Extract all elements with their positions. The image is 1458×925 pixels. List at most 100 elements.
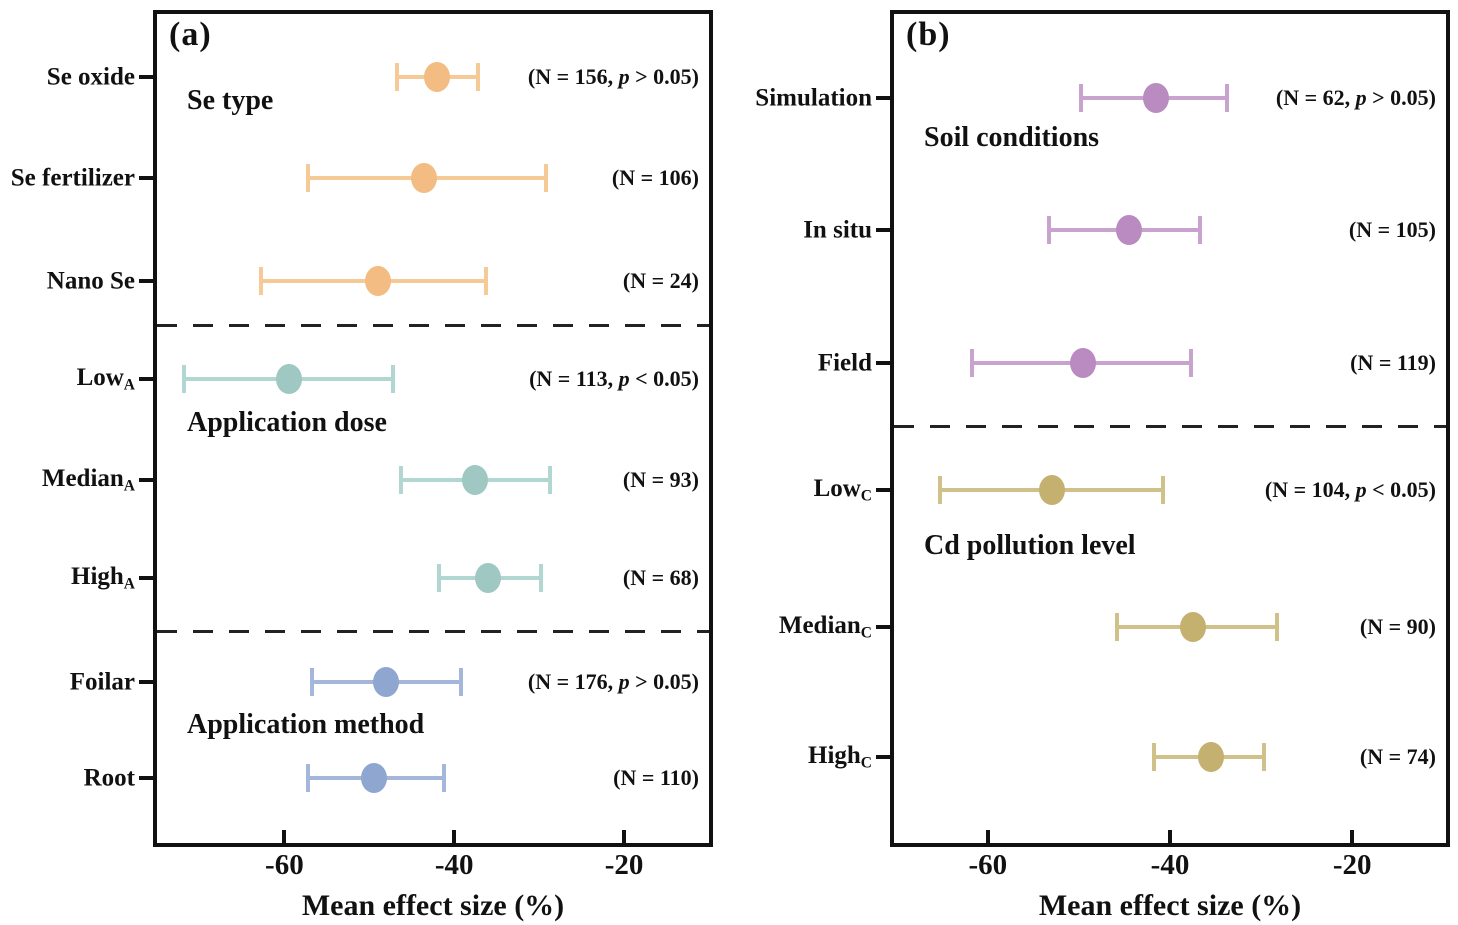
- x-axis-tick-label: -60: [968, 849, 1008, 881]
- sample-size-annotation: (N = 93): [622, 467, 699, 492]
- error-bar: [937, 475, 1166, 505]
- x-axis-tick-label: -40: [434, 849, 474, 881]
- category-label: MedianA: [41, 464, 135, 495]
- group-label: Cd pollution level: [924, 530, 1136, 561]
- group-label: Soil conditions: [924, 122, 1100, 153]
- error-bar-cap-right: [1261, 743, 1266, 771]
- x-axis-tick: [1168, 830, 1172, 843]
- sample-size-annotation: (N = 68): [622, 565, 699, 590]
- error-bar: [305, 163, 548, 193]
- error-bar-cap-left: [305, 764, 310, 792]
- category-label: HighA: [71, 562, 135, 593]
- category-axis-tick: [139, 680, 153, 684]
- group-separator-dashed-line: [157, 630, 709, 633]
- category-axis-tick: [139, 279, 153, 283]
- error-bar-cap-right: [543, 164, 548, 192]
- category-label: Foilar: [69, 668, 135, 696]
- error-bar-cap-left: [969, 349, 974, 377]
- x-axis-tick: [622, 830, 627, 843]
- sample-size-annotation: (N = 24): [622, 268, 699, 293]
- panel-b-letter: (b): [906, 16, 951, 53]
- category-axis-tick: [876, 755, 890, 759]
- panel-a-x-axis-title: Mean effect size (%): [301, 889, 565, 922]
- mean-effect-marker: [1197, 742, 1224, 772]
- category-label: Se oxide: [46, 63, 135, 91]
- error-bar: [969, 348, 1193, 378]
- error-bar-cap-left: [1151, 743, 1156, 771]
- category-axis-tick: [876, 361, 890, 365]
- error-bar: [305, 763, 446, 793]
- error-bar-cap-right: [441, 764, 446, 792]
- x-axis-tick-label: -20: [1332, 849, 1372, 881]
- mean-effect-marker: [411, 163, 438, 193]
- error-bar-cap-right: [475, 63, 480, 91]
- error-bar: [1078, 83, 1230, 113]
- sample-size-annotation: (N = 74): [1359, 744, 1436, 769]
- sample-size-annotation: (N = 105): [1348, 217, 1436, 242]
- mean-effect-marker: [360, 763, 387, 793]
- mean-effect-marker: [462, 465, 489, 495]
- sample-size-annotation: (N = 106): [611, 165, 699, 190]
- x-axis-tick: [452, 830, 457, 843]
- error-bar-cap-left: [305, 164, 310, 192]
- panel-b: (b) Mean effect size (%) Soil conditions…: [755, 10, 1450, 922]
- error-bar: [1151, 742, 1266, 772]
- category-label: Root: [83, 764, 135, 792]
- sample-size-annotation: (N = 62, p > 0.05): [1275, 85, 1436, 110]
- error-bar-cap-right: [1225, 84, 1230, 112]
- mean-effect-marker: [475, 563, 502, 593]
- x-axis-tick: [985, 830, 990, 843]
- error-bar-cap-right: [390, 365, 395, 393]
- error-bar-cap-right: [1197, 216, 1202, 244]
- error-bar-cap-right: [1161, 476, 1166, 504]
- category-label: LowC: [813, 474, 872, 505]
- category-label: Field: [817, 349, 872, 377]
- error-bar: [182, 364, 395, 394]
- error-bar-cap-right: [539, 564, 544, 592]
- sample-size-annotation: (N = 113, p < 0.05): [529, 366, 699, 391]
- mean-effect-marker: [1038, 475, 1065, 505]
- panel-a-letter: (a): [169, 16, 212, 53]
- error-bar-cap-left: [399, 466, 404, 494]
- sample-size-annotation: (N = 110): [613, 765, 699, 790]
- error-bar-cap-right: [484, 267, 489, 295]
- category-label: LowA: [76, 363, 135, 394]
- group-label: Se type: [187, 85, 274, 116]
- x-axis-tick-label: -60: [265, 849, 304, 881]
- error-bar-cap-left: [182, 365, 187, 393]
- sample-size-annotation: (N = 90): [1359, 614, 1436, 639]
- sample-size-annotation: (N = 104, p < 0.05): [1264, 477, 1436, 502]
- error-bar-cap-left: [437, 564, 442, 592]
- error-bar-cap-left: [394, 63, 399, 91]
- x-axis-tick-label: -20: [604, 849, 644, 881]
- category-label: MedianC: [778, 611, 872, 642]
- error-bar-cap-left: [937, 476, 942, 504]
- error-bar: [309, 667, 463, 697]
- mean-effect-marker: [1115, 215, 1142, 245]
- error-bar-cap-left: [309, 668, 314, 696]
- error-bar: [258, 266, 489, 296]
- x-axis-tick: [282, 830, 287, 843]
- x-axis-tick-label: -40: [1150, 849, 1190, 881]
- error-bar-cap-right: [1188, 349, 1193, 377]
- category-label: Nano Se: [46, 267, 135, 295]
- sample-size-annotation: (N = 119): [1350, 350, 1436, 375]
- group-label: Application dose: [187, 407, 387, 438]
- mean-effect-marker: [364, 266, 391, 296]
- error-bar-cap-left: [1115, 613, 1120, 641]
- error-bar-cap-left: [1078, 84, 1083, 112]
- panel-a: (a) Mean effect size (%) Se type Applicat…: [11, 10, 713, 922]
- mean-effect-marker: [1179, 612, 1206, 642]
- category-label: In situ: [803, 216, 872, 244]
- error-bar: [394, 62, 480, 92]
- mean-effect-marker: [424, 62, 451, 92]
- category-axis-tick: [876, 625, 890, 629]
- error-bar-cap-right: [547, 466, 552, 494]
- sample-size-annotation: (N = 156, p > 0.05): [527, 64, 699, 89]
- category-axis-tick: [876, 488, 890, 492]
- mean-effect-marker: [1070, 348, 1097, 378]
- group-separator-dashed-line: [157, 324, 709, 327]
- group-separator-dashed-line: [894, 425, 1446, 428]
- category-axis-tick: [139, 176, 153, 180]
